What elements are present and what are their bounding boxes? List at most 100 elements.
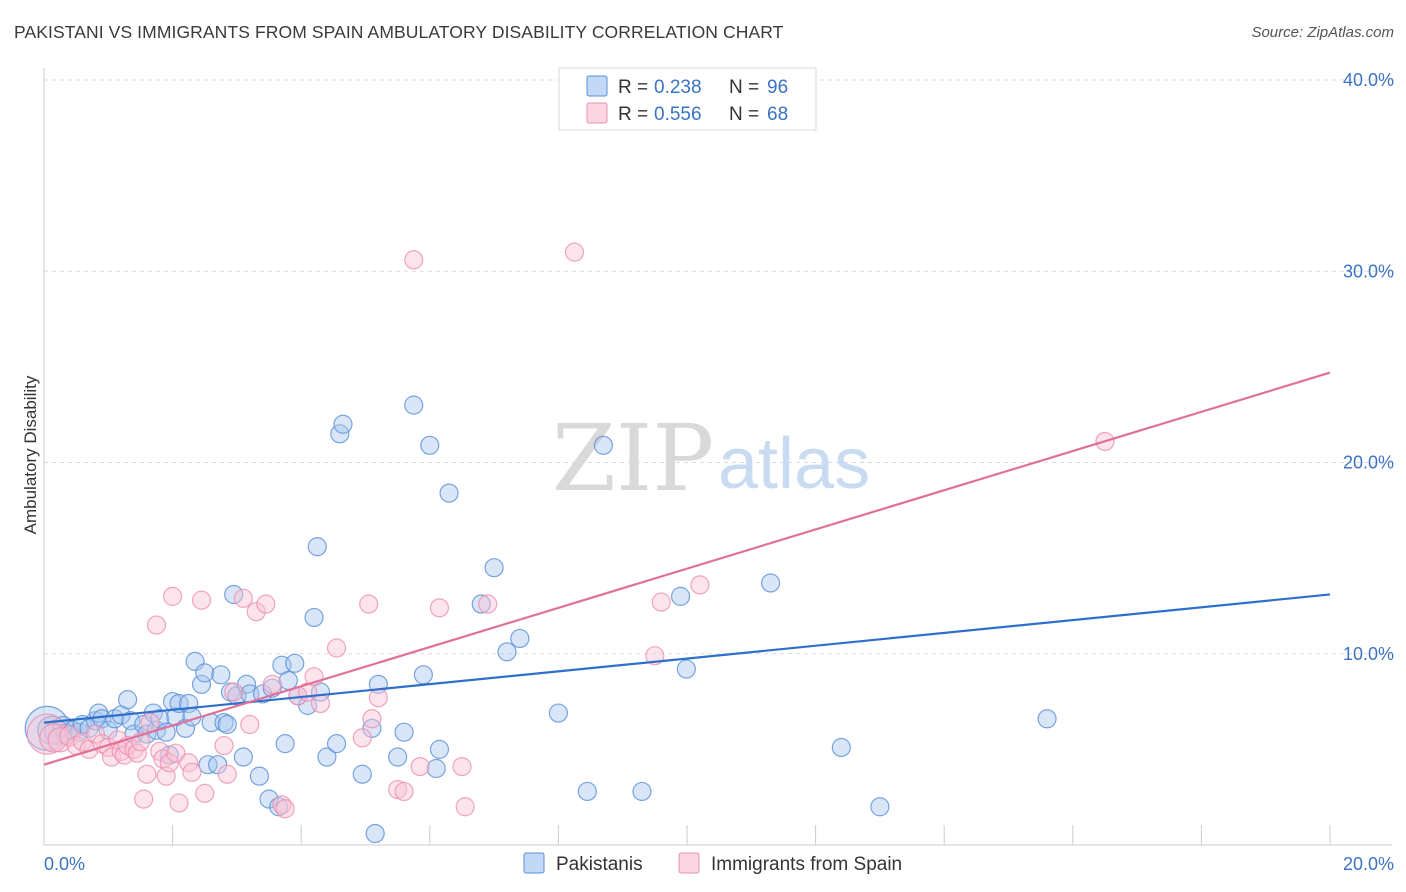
point-pakistanis [117,690,138,710]
point-pakistanis [217,714,237,735]
series-legend-swatch-pakistanis [523,852,545,874]
point-spain [195,783,215,803]
point-spain [240,714,260,735]
point-spain [352,728,372,748]
point-spain [478,594,498,614]
point-pakistanis [191,674,212,694]
point-spain [85,724,106,744]
legend-r-value-0: 0.238 [654,77,702,98]
point-spain [182,762,202,782]
legend-swatch-pakistanis [586,75,608,97]
point-spain [359,594,379,614]
point-spain [246,602,266,622]
point-pakistanis [307,537,327,557]
watermark-zip: ZIP [552,405,714,512]
y-tick-label: 20.0% [1343,453,1394,473]
point-spain [217,764,237,784]
point-spain [159,753,179,773]
point-spain [455,797,475,817]
point-pakistanis [198,755,218,775]
watermark: ZIP atlas [552,405,870,512]
point-spain [452,756,472,777]
point-pakistanis [670,586,691,606]
point-spain [262,674,282,694]
point-pakistanis [214,712,234,733]
point-spain [404,250,424,270]
point-spain [651,592,671,612]
point-pakistanis [326,734,347,754]
point-spain [233,588,253,608]
legend-r-label-0: R = [618,77,648,98]
tick-labels: 10.0% 20.0% 30.0% 40.0% 0.0% 20.0% [44,70,1394,874]
point-pakistanis [870,797,890,817]
chart-title: PAKISTANI VS IMMIGRANTS FROM SPAIN AMBUL… [14,22,784,42]
point-pakistanis [352,764,372,784]
point-spain [394,781,414,802]
legend-n-value-0: 96 [767,77,788,98]
point-pakistanis [317,747,337,767]
point-pakistanis [285,653,305,673]
point-spain [256,594,276,614]
point-pakistanis [831,737,851,758]
legend-swatch-spain [586,102,608,124]
x-tick-label: 20.0% [1343,854,1394,874]
legend-r-label-1: R = [618,104,648,125]
point-pakistanis [426,758,446,779]
point-spain [191,590,212,610]
y-axis-label: Ambulatory Disability [21,375,40,534]
point-pakistanis [224,584,244,605]
point-pakistanis [333,414,353,434]
point-pakistanis [388,747,408,767]
trend-line-pakistanis [43,593,1331,724]
series-legend-swatch-spain [678,852,700,874]
point-spain [140,712,160,733]
point-pakistanis [1037,709,1057,729]
point-pakistanis [676,659,696,679]
series-legend: Pakistanis Immigrants from Spain [523,852,902,875]
y-tick-label: 10.0% [1343,644,1394,664]
chart-source: Source: ZipAtlas.com [1251,24,1394,41]
point-pakistanis [510,628,530,649]
point-pakistanis [404,395,424,415]
point-pakistanis [420,435,440,455]
point-pakistanis [394,722,414,742]
point-pakistanis [760,573,781,593]
point-spain [368,688,388,708]
point-spain [166,743,186,763]
legend-r-value-1: 0.556 [654,104,702,125]
y-tick-label: 40.0% [1343,70,1394,90]
point-spain [224,682,244,702]
point-pakistanis [249,766,270,786]
trend-line-spain [43,371,1331,766]
point-pakistanis [195,663,215,683]
point-pakistanis [304,607,324,628]
point-spain [645,646,665,666]
point-spain [564,242,585,262]
point-pakistanis [632,781,652,802]
point-spain [326,638,347,658]
y-tick-label: 30.0% [1343,261,1394,281]
point-spain [59,725,81,747]
gridlines [44,79,1392,655]
point-pakistanis [233,747,253,767]
point-pakistanis [413,665,433,685]
point-pakistanis [365,823,385,844]
point-spain [429,598,450,618]
x-tick-label: 0.0% [44,854,85,874]
point-spain [146,615,167,635]
legend-n-value-1: 68 [767,104,788,125]
legend-n-label-1: N = [729,104,759,125]
point-spain [310,693,331,714]
point-pakistanis [577,781,597,802]
point-pakistanis [211,665,231,685]
point-spain [410,756,430,777]
point-spain [214,735,234,756]
point-pakistanis [278,670,298,691]
point-spain [137,764,157,784]
legend-n-label-0: N = [729,77,759,98]
point-pakistanis [497,642,517,662]
point-spain [169,793,189,813]
point-pakistanis [471,594,491,614]
point-spain [690,575,710,595]
